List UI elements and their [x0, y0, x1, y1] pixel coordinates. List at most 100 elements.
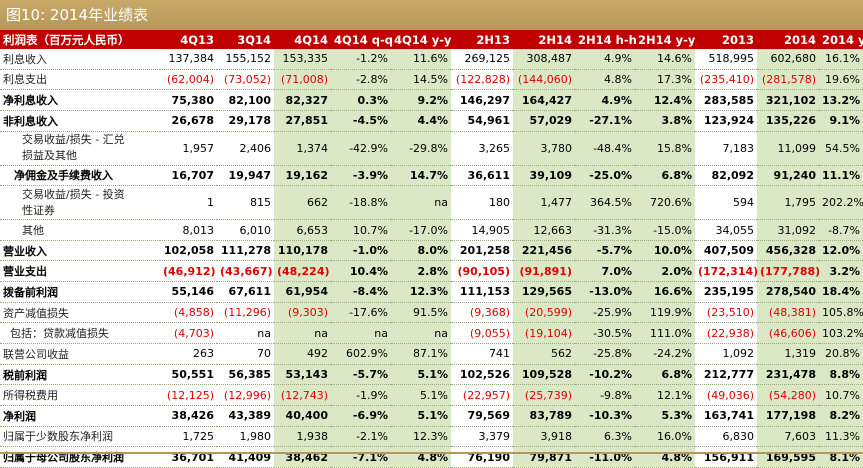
table-cell: 6,010	[217, 219, 274, 241]
table-cell: 3.2%	[819, 260, 863, 283]
table-cell: 111,153	[451, 281, 513, 303]
table-cell: 19,947	[217, 165, 274, 187]
table-cell: (25,739)	[513, 384, 575, 406]
table-header-row: 利润表（百万元人民币） 4Q13 3Q14 4Q14 4Q14 q-q 4Q14 y-y 2…	[0, 30, 863, 49]
table-cell: 12.3%	[391, 426, 451, 448]
column-header: 4Q14 y-y	[391, 30, 452, 49]
table-cell: -13.0%	[575, 281, 635, 303]
table-cell: -15.0%	[635, 219, 695, 241]
table-cell: 3.8%	[635, 110, 695, 132]
table-cell: 70	[217, 343, 274, 365]
table-cell: 153,335	[274, 49, 331, 70]
table-cell: 12.3%	[391, 281, 451, 303]
row-label: 利息收入	[0, 49, 160, 70]
table-cell: 16.1%	[819, 49, 863, 70]
table-cell: 50,551	[160, 364, 217, 386]
table-cell: 492	[274, 343, 331, 365]
table-cell: 2.8%	[391, 260, 451, 283]
table-cell: -17.6%	[331, 302, 391, 324]
table-cell: 602,680	[757, 49, 819, 70]
table-cell: 3,918	[513, 426, 575, 448]
table-cell: 119.9%	[635, 302, 695, 324]
table-cell: 201,258	[451, 240, 513, 262]
table-cell: -4.5%	[331, 110, 391, 132]
row-label: 拨备前利润	[0, 281, 160, 303]
table-cell: 5.1%	[391, 384, 451, 406]
table-cell: (22,957)	[451, 384, 513, 406]
table-row: 非利息收入 26,678 29,178 27,851 -4.5% 4.4% 54,961 57…	[0, 110, 863, 132]
table-cell: 6,830	[695, 426, 757, 448]
table-cell: 103.2%	[819, 322, 863, 345]
table-cell: na	[391, 322, 451, 345]
table-cell: 594	[695, 185, 757, 221]
table-cell: -8.7%	[819, 219, 863, 241]
table-cell: 1,957	[160, 131, 217, 166]
table-cell: -42.9%	[331, 131, 391, 166]
table-cell: -27.1%	[575, 110, 635, 132]
table-cell: (46,606)	[757, 322, 819, 345]
table-cell: 155,152	[217, 49, 274, 70]
table-cell: 12.1%	[635, 384, 695, 406]
table-cell: 5.1%	[391, 405, 451, 427]
table-cell: 5.1%	[391, 364, 451, 386]
table-cell: -8.4%	[331, 281, 391, 303]
table-cell: 105.8%	[819, 302, 863, 324]
table-cell: -25.0%	[575, 165, 635, 187]
table-cell: 180	[451, 185, 513, 221]
table-cell: 518,995	[695, 49, 757, 70]
table-cell: 815	[217, 185, 274, 221]
row-label: 营业支出	[0, 260, 160, 283]
table-cell: 9.1%	[819, 110, 863, 132]
column-header: 2H14 h-h	[575, 30, 637, 49]
table-cell: 39,109	[513, 165, 575, 187]
table-cell: -5.7%	[331, 364, 391, 386]
table-cell: 4.9%	[575, 89, 635, 111]
table-cell: 321,102	[757, 89, 819, 111]
table-cell: (22,938)	[695, 322, 757, 345]
table-cell: 10.7%	[331, 219, 391, 241]
table-cell: -30.5%	[575, 322, 635, 345]
header-label-column: 利润表（百万元人民币）	[0, 30, 160, 49]
table-row: 净佣金及手续费收入 16,707 19,947 19,162 -3.9% 14.7% 36,…	[0, 165, 863, 187]
table-cell: (12,743)	[274, 384, 331, 406]
table-cell: -1.9%	[331, 384, 391, 406]
row-label: 税前利润	[0, 364, 160, 386]
table-cell: (62,004)	[160, 69, 217, 91]
table-cell: 91.5%	[391, 302, 451, 324]
column-header: 3Q14	[217, 30, 274, 49]
table-cell: 177,198	[757, 405, 819, 427]
table-cell: (46,912)	[160, 260, 217, 283]
table-cell: na	[217, 322, 274, 345]
table-cell: 3,780	[513, 131, 575, 166]
table-cell: 11,099	[757, 131, 819, 166]
table-cell: 12.0%	[819, 240, 863, 262]
table-cell: 17.3%	[635, 69, 695, 91]
table-cell: 364.5%	[575, 185, 635, 221]
table-cell: 6,653	[274, 219, 331, 241]
table-cell: 9.2%	[391, 89, 451, 111]
table-cell: (281,578)	[757, 69, 819, 91]
table-cell: -24.2%	[635, 343, 695, 365]
table-cell: -29.8%	[391, 131, 451, 166]
table-cell: 53,143	[274, 364, 331, 386]
table-cell: 110,178	[274, 240, 331, 262]
table-cell: 11.3%	[819, 426, 863, 448]
table-row: 净利润 38,426 43,389 40,400 -6.9% 5.1% 79,569 83,7…	[0, 405, 863, 427]
table-cell: 91,240	[757, 165, 819, 187]
table-row: 其他 8,013 6,010 6,653 10.7% -17.0% 14,905 12,663…	[0, 219, 863, 241]
table-cell: (20,599)	[513, 302, 575, 324]
table-cell: 407,509	[695, 240, 757, 262]
table-cell: 602.9%	[331, 343, 391, 365]
table-cell: (43,667)	[217, 260, 274, 283]
table-cell: (4,703)	[160, 322, 217, 345]
table-cell: 741	[451, 343, 513, 365]
table-cell: 221,456	[513, 240, 575, 262]
table-cell: 0.3%	[331, 89, 391, 111]
column-header: 4Q14 q-q	[331, 30, 393, 49]
table-cell: -7.1%	[331, 446, 391, 468]
table-cell: -6.9%	[331, 405, 391, 427]
row-label: 营业收入	[0, 240, 160, 262]
table-cell: 129,565	[513, 281, 575, 303]
table-cell: (9,055)	[451, 322, 513, 345]
